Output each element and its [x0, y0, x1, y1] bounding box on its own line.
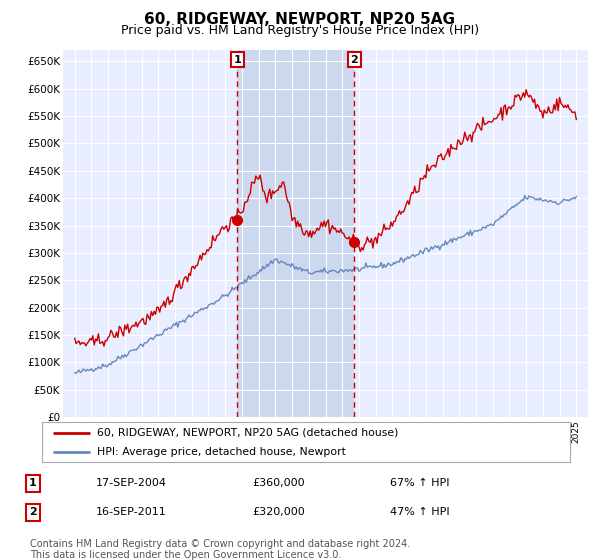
Text: 1: 1 — [29, 478, 37, 488]
Text: 60, RIDGEWAY, NEWPORT, NP20 5AG: 60, RIDGEWAY, NEWPORT, NP20 5AG — [145, 12, 455, 27]
Bar — [237, 50, 354, 417]
Text: £360,000: £360,000 — [252, 478, 305, 488]
Text: 60, RIDGEWAY, NEWPORT, NP20 5AG (detached house): 60, RIDGEWAY, NEWPORT, NP20 5AG (detache… — [97, 428, 399, 437]
Text: Contains HM Land Registry data © Crown copyright and database right 2024.
This d: Contains HM Land Registry data © Crown c… — [30, 539, 410, 560]
Text: HPI: Average price, detached house, Newport: HPI: Average price, detached house, Newp… — [97, 447, 346, 457]
Bar — [354, 50, 588, 417]
Text: 47% ↑ HPI: 47% ↑ HPI — [390, 507, 449, 517]
Text: £320,000: £320,000 — [252, 507, 305, 517]
Text: 16-SEP-2011: 16-SEP-2011 — [96, 507, 167, 517]
Text: Price paid vs. HM Land Registry's House Price Index (HPI): Price paid vs. HM Land Registry's House … — [121, 24, 479, 36]
Text: 2: 2 — [350, 54, 358, 64]
Text: 17-SEP-2004: 17-SEP-2004 — [96, 478, 167, 488]
Text: 2: 2 — [29, 507, 37, 517]
Text: 1: 1 — [233, 54, 241, 64]
Text: 67% ↑ HPI: 67% ↑ HPI — [390, 478, 449, 488]
